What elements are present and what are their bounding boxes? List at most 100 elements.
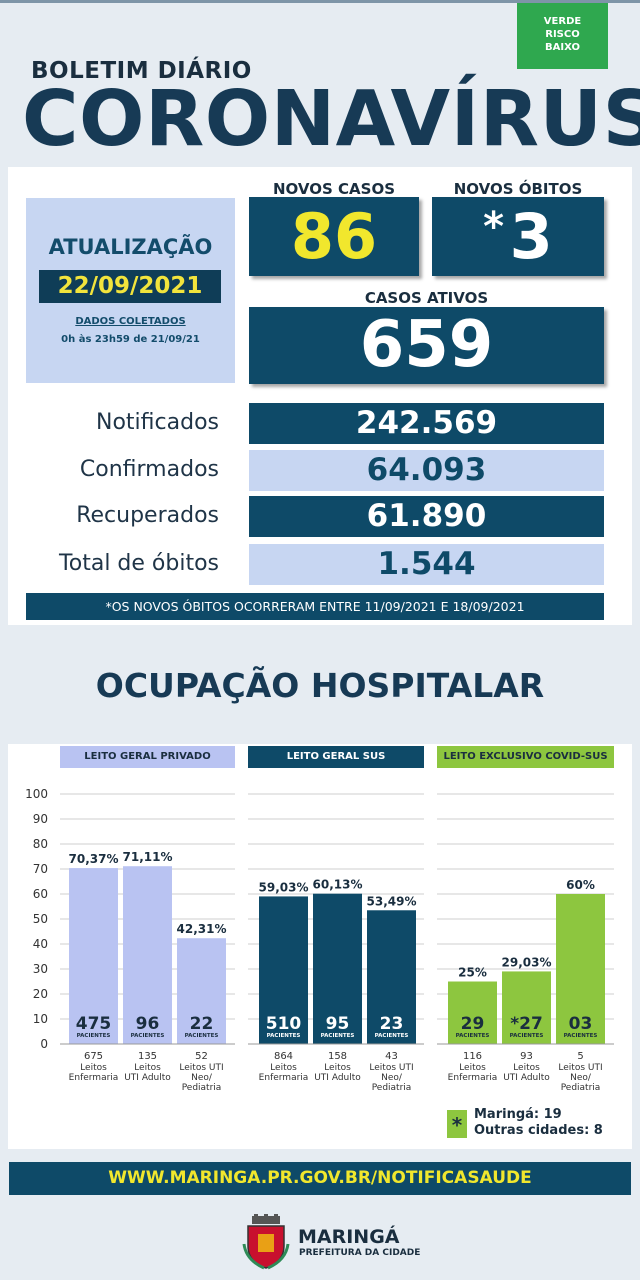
bar-beds-count: 52	[195, 1051, 208, 1062]
y-tick-label: 70	[33, 862, 48, 876]
bar-category-label: UTI Adulto	[124, 1073, 171, 1083]
bar-patients-label: PACIENTES	[321, 1033, 355, 1039]
city-crest-icon	[242, 1214, 290, 1270]
update-label: ATUALIZAÇÃO	[48, 235, 213, 259]
bar-pct-label: 59,03%	[259, 880, 309, 894]
collected-label: DADOS COLETADOS	[75, 316, 186, 327]
y-tick-label: 50	[33, 912, 48, 926]
bar-beds-count: 864	[274, 1051, 293, 1062]
bar-category-label: Enfermaria	[448, 1073, 498, 1083]
bar-patients-label: PACIENTES	[77, 1033, 111, 1039]
collected-period: 0h às 23h59 de 21/09/21	[61, 334, 200, 345]
bar-beds-count: 5	[577, 1051, 583, 1062]
bar-category-label: UTI Adulto	[314, 1073, 361, 1083]
city-subtitle: PREFEITURA DA CIDADE	[299, 1248, 421, 1258]
city-name: MARINGÁ	[298, 1226, 400, 1248]
new-cases-label: NOVOS CASOS	[273, 180, 395, 198]
bar	[259, 896, 308, 1044]
bar-pct-label: 71,11%	[123, 850, 173, 864]
bar-patients-value: 23	[380, 1014, 404, 1034]
bar-category-label: Neo/	[191, 1073, 213, 1083]
deaths-note: *OS NOVOS ÓBITOS OCORRERAM ENTRE 11/09/2…	[26, 593, 604, 620]
new-deaths-box: * 3	[432, 197, 604, 276]
risk-badge-line: VERDE	[543, 16, 582, 27]
bar-category-label: Enfermaria	[69, 1073, 119, 1083]
bar-category-label: Neo/	[381, 1073, 403, 1083]
bar	[367, 910, 416, 1044]
bar-category-label: Leitos UTI	[179, 1063, 223, 1073]
top-border	[0, 0, 640, 3]
bar-category-label: Leitos UTI	[558, 1063, 602, 1073]
bar-category-label: Leitos UTI	[369, 1063, 413, 1073]
y-tick-label: 100	[25, 787, 48, 801]
bar-patients-value: 475	[76, 1014, 112, 1034]
bar-beds-count: 675	[84, 1051, 103, 1062]
bar	[313, 893, 362, 1044]
bar-patients-label: PACIENTES	[375, 1033, 409, 1039]
confirmed-label: Confirmados	[79, 457, 219, 482]
group-header-private: LEITO GERAL PRIVADO	[60, 746, 235, 768]
y-tick-label: 10	[33, 1012, 48, 1026]
risk-badge-line: BAIXO	[545, 42, 580, 53]
active-cases-label: CASOS ATIVOS	[364, 289, 489, 307]
bar	[448, 981, 497, 1044]
footer-url: WWW.MARINGA.PR.GOV.BR/NOTIFICASAUDE	[9, 1162, 631, 1195]
bar-beds-count: 93	[520, 1051, 533, 1062]
bar-category-label: Pediatria	[561, 1083, 601, 1093]
bar	[502, 971, 551, 1044]
bar-patients-label: PACIENTES	[185, 1033, 219, 1039]
bar-category-label: Leitos	[324, 1063, 351, 1073]
bar-beds-count: 116	[463, 1051, 482, 1062]
legend-asterisk-box: *	[447, 1110, 467, 1138]
y-tick-label: 90	[33, 812, 48, 826]
bulletin-subtitle: BOLETIM DIÁRIO	[31, 58, 252, 84]
bar-patients-value: 510	[266, 1014, 302, 1034]
risk-badge: VERDE RISCO BAIXO	[517, 3, 608, 69]
total-deaths-value: 1.544	[249, 544, 604, 585]
bar-pct-label: 25%	[458, 966, 487, 980]
active-cases-box: 659	[249, 307, 604, 384]
bar-patients-label: PACIENTES	[456, 1033, 490, 1039]
legend-mark: *	[451, 1113, 463, 1137]
bar-patients-value: 03	[569, 1014, 593, 1034]
bar-beds-count: 158	[328, 1051, 347, 1062]
risk-badge-line: RISCO	[545, 29, 580, 40]
bar-patients-label: PACIENTES	[267, 1033, 301, 1039]
notified-value: 242.569	[249, 403, 604, 444]
group-header-covid: LEITO EXCLUSIVO COVID-SUS	[437, 746, 614, 768]
bar-category-label: Pediatria	[372, 1083, 412, 1093]
bar	[556, 894, 605, 1044]
legend-line-maringa: Maringá: 19	[474, 1107, 562, 1122]
new-deaths-mark: *	[483, 204, 505, 250]
update-date: 22/09/2021	[39, 270, 221, 303]
bar-beds-count: 43	[385, 1051, 398, 1062]
bar-pct-label: 70,37%	[69, 852, 119, 866]
bar-pct-label: 42,31%	[177, 922, 227, 936]
bar	[69, 868, 118, 1044]
bar-patients-label: PACIENTES	[131, 1033, 165, 1039]
bar	[123, 866, 172, 1044]
y-tick-label: 0	[40, 1037, 48, 1051]
bar-patients-value: 96	[136, 1014, 160, 1034]
bar-category-label: UTI Adulto	[503, 1073, 550, 1083]
bar-patients-label: PACIENTES	[564, 1033, 598, 1039]
recovered-value: 61.890	[249, 496, 604, 537]
legend-line-other: Outras cidades: 8	[474, 1123, 603, 1138]
new-cases-box: 86	[249, 197, 419, 276]
bar-pct-label: 60,13%	[313, 878, 363, 892]
bar-patients-value: 95	[326, 1014, 350, 1034]
new-deaths-value: 3	[509, 200, 553, 273]
bar-beds-count: 135	[138, 1051, 157, 1062]
y-tick-label: 30	[33, 962, 48, 976]
bar-category-label: Pediatria	[182, 1083, 222, 1093]
bar-patients-value: *27	[510, 1014, 543, 1034]
bar-category-label: Leitos	[513, 1063, 540, 1073]
bar-pct-label: 29,03%	[502, 955, 552, 969]
notified-label: Notificados	[96, 410, 219, 435]
page-title: CORONAVÍRUS	[22, 75, 640, 164]
total-deaths-label: Total de óbitos	[59, 551, 219, 576]
y-tick-label: 80	[33, 837, 48, 851]
y-tick-label: 60	[33, 887, 48, 901]
active-cases-value: 659	[359, 308, 494, 382]
